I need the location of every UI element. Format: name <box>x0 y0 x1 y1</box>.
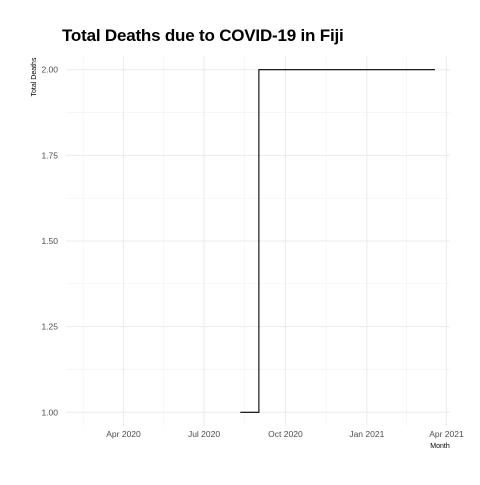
chart-title: Total Deaths due to COVID-19 in Fiji <box>62 26 344 45</box>
y-tick-labels: 1.00 1.25 1.50 1.75 2.00 <box>41 65 58 418</box>
y-tick-label: 1.50 <box>41 236 58 246</box>
x-tick-label: Jul 2020 <box>188 429 220 439</box>
x-tick-label: Oct 2020 <box>268 429 303 439</box>
x-tick-label: Apr 2021 <box>429 429 464 439</box>
x-tick-label: Apr 2020 <box>106 429 141 439</box>
series-layer <box>240 69 435 413</box>
y-tick-label: 2.00 <box>41 65 58 75</box>
series-line <box>240 69 435 413</box>
y-tick-label: 1.25 <box>41 322 58 332</box>
y-tick-label: 1.00 <box>41 407 58 417</box>
y-axis-label: Total Deaths <box>31 57 38 96</box>
x-axis-label: Month <box>430 443 450 450</box>
y-tick-label: 1.75 <box>41 150 58 160</box>
x-tick-label: Jan 2021 <box>349 429 384 439</box>
major-gridlines <box>66 56 450 426</box>
x-tick-labels: Apr 2020 Jul 2020 Oct 2020 Jan 2021 Apr 2021 <box>106 429 464 439</box>
